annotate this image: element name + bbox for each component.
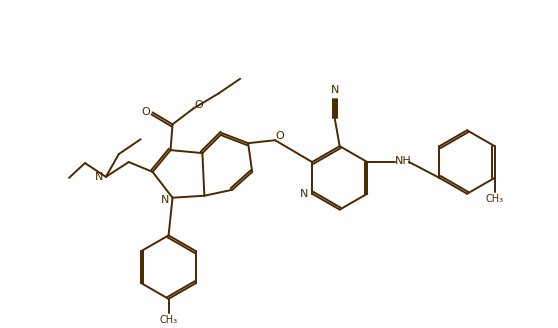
Text: O: O [276,131,285,141]
Text: N: N [95,172,103,182]
Text: N: N [160,195,169,205]
Text: O: O [141,108,150,117]
Text: NH: NH [395,156,411,166]
Text: CH₃: CH₃ [485,194,504,204]
Text: CH₃: CH₃ [160,315,177,325]
Text: N: N [300,189,309,199]
Text: O: O [194,99,203,110]
Text: N: N [330,85,339,95]
